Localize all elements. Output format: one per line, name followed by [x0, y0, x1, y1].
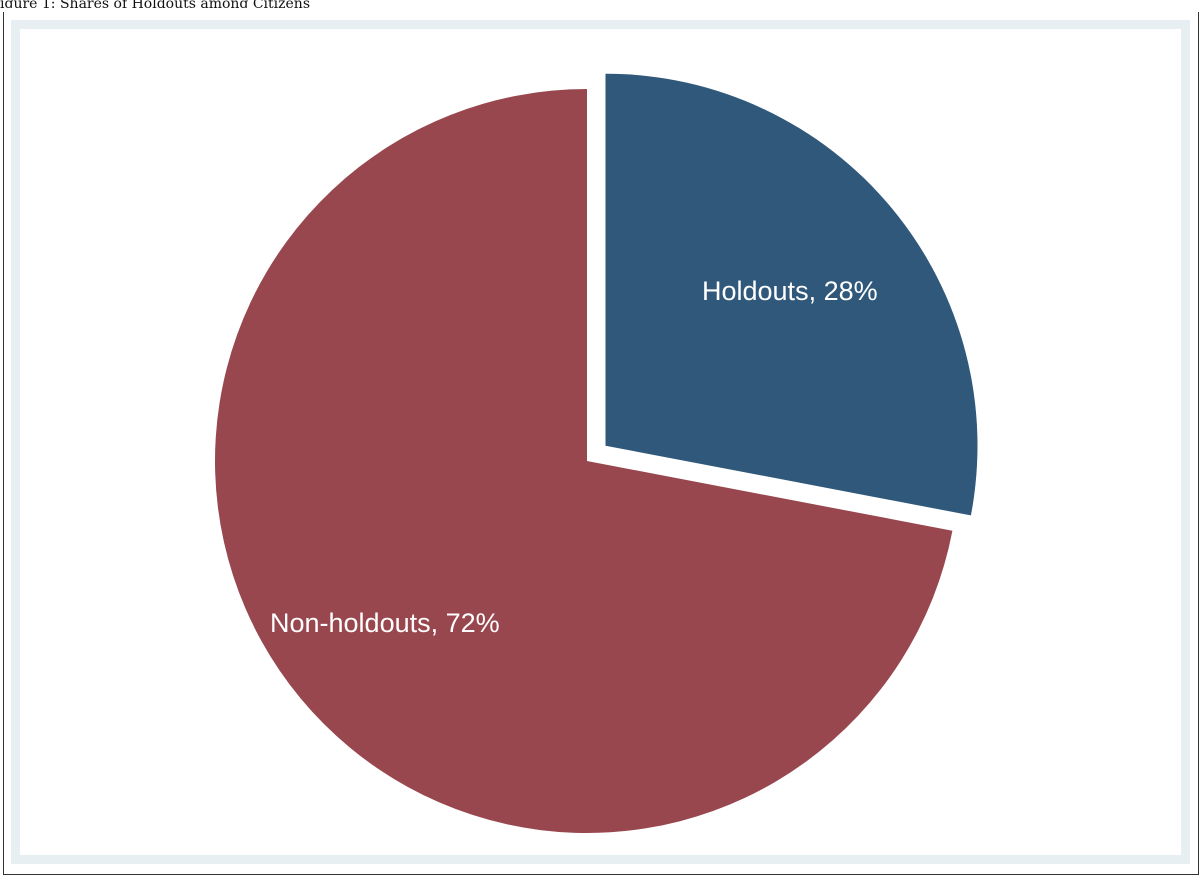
pie-labels: Holdouts, 28% Non-holdouts, 72% [270, 276, 878, 638]
pie-chart: Holdouts, 28% Non-holdouts, 72% [214, 73, 978, 833]
chart-frame: Holdouts, 28% Non-holdouts, 72% [3, 12, 1199, 875]
slice-label-non-holdouts: Non-holdouts, 72% [270, 608, 500, 638]
slice-label-holdouts: Holdouts, 28% [702, 276, 878, 306]
pie-slices [214, 73, 978, 833]
figure-caption-fragment: igure 1: Shares of Holdouts among Citize… [0, 0, 311, 8]
chart-panel: Holdouts, 28% Non-holdouts, 72% [11, 20, 1190, 864]
pie-slice-holdouts [605, 73, 978, 516]
pie-slice-non-holdouts [214, 89, 953, 833]
